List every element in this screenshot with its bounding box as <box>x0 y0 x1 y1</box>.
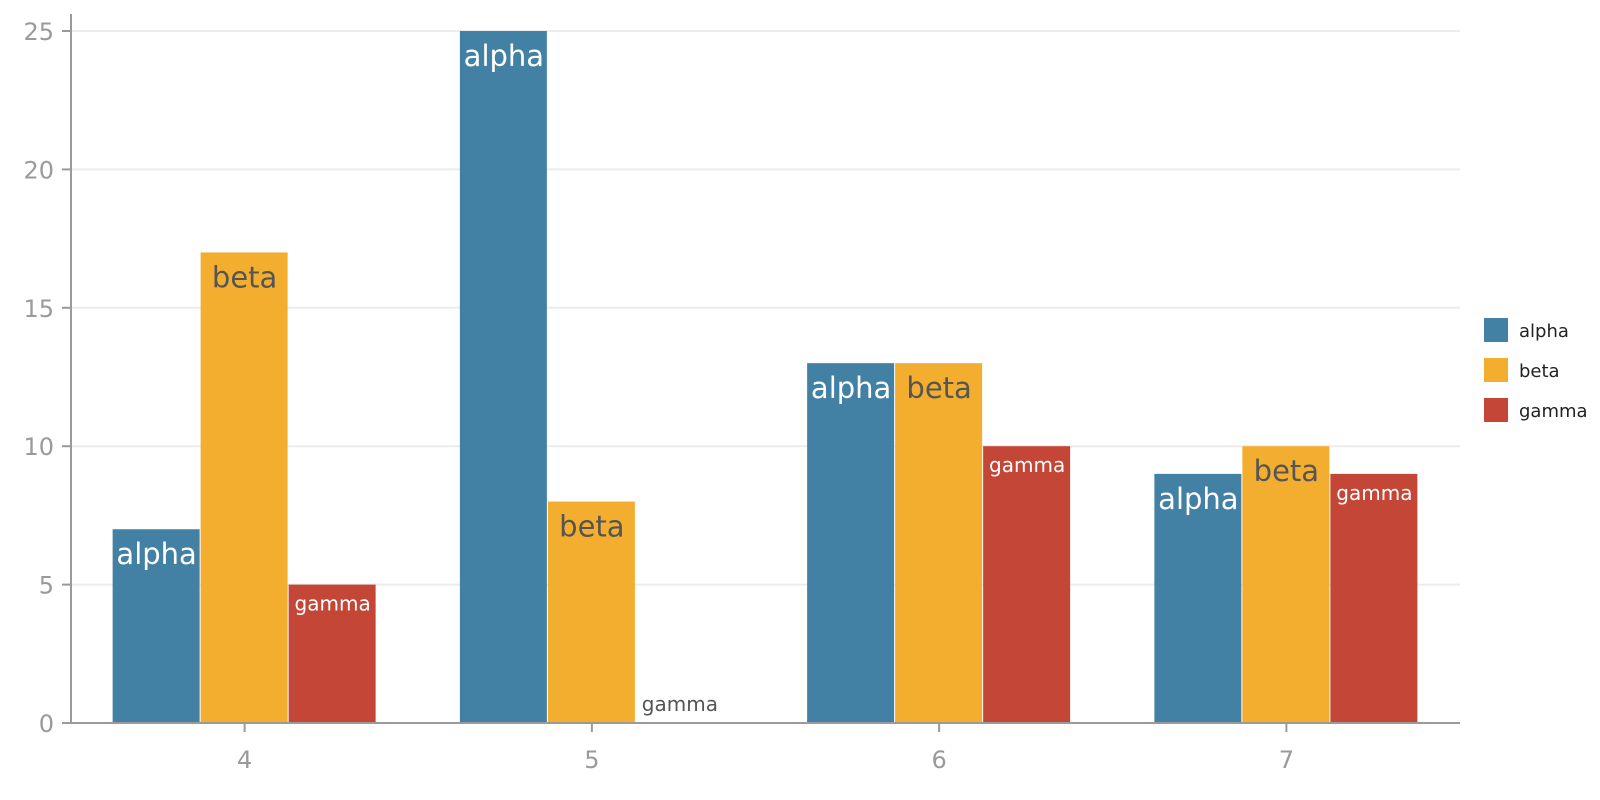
legend-swatch <box>1484 398 1508 422</box>
legend-swatch <box>1484 358 1508 382</box>
bar <box>807 363 895 723</box>
bar <box>288 584 376 723</box>
y-tick-label: 20 <box>23 156 54 184</box>
legend-swatch <box>1484 318 1508 342</box>
x-tick-label: 6 <box>931 746 946 774</box>
bar-label: gamma <box>989 453 1065 477</box>
bar-label: gamma <box>642 692 718 716</box>
bar-label: alpha <box>1158 482 1238 516</box>
bar-label: gamma <box>295 592 371 616</box>
axes: 0 5 10 15 20 25 4 5 6 7 <box>23 14 1460 774</box>
y-tick-label: 25 <box>23 18 54 46</box>
bar-label: beta <box>906 371 971 405</box>
bar-label: beta <box>1254 454 1319 488</box>
y-tick-label: 15 <box>23 295 54 323</box>
x-tick-label: 4 <box>237 746 252 774</box>
bar-label: gamma <box>1336 481 1412 505</box>
legend-label: beta <box>1519 361 1560 382</box>
bar <box>112 529 200 723</box>
bar-label: beta <box>559 510 624 544</box>
bar <box>983 446 1071 723</box>
bar <box>547 501 635 723</box>
bars <box>112 31 1418 723</box>
x-tick-label: 5 <box>584 746 599 774</box>
y-tick-label: 0 <box>39 710 54 738</box>
bar <box>200 252 288 723</box>
bar <box>1154 473 1242 723</box>
y-tick-label: 10 <box>23 433 54 461</box>
legend-label: gamma <box>1519 401 1588 422</box>
bar-label: alpha <box>811 371 891 405</box>
bar-label: beta <box>212 260 277 294</box>
bar-label: alpha <box>116 537 196 571</box>
bar-label: alpha <box>464 39 544 73</box>
bar <box>1330 473 1418 723</box>
y-tick-label: 5 <box>39 572 54 600</box>
legend-label: alpha <box>1519 321 1569 342</box>
x-tick-label: 7 <box>1279 746 1294 774</box>
bar <box>895 363 983 723</box>
bar <box>1242 446 1330 723</box>
bar <box>459 31 547 723</box>
legend: alpha beta gamma <box>1484 318 1588 422</box>
